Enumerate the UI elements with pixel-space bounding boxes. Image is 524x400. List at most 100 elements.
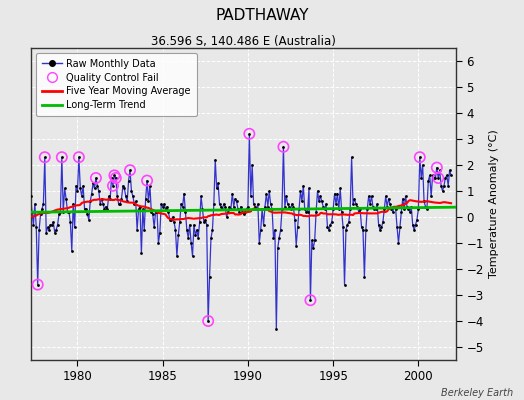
Point [353, 203, 362, 210]
Point [40, 154, 49, 160]
Text: PADTHAWAY: PADTHAWAY [215, 8, 309, 23]
Point [63, 209, 72, 215]
Point [96, 201, 104, 207]
Point [289, 203, 298, 210]
Point [222, 214, 231, 220]
Point [261, 203, 269, 210]
Point [97, 196, 106, 202]
Point [291, 216, 299, 223]
Point [154, 240, 162, 246]
Point [404, 206, 412, 212]
Point [167, 216, 176, 223]
Point [32, 224, 40, 230]
Point [276, 227, 285, 233]
Point [376, 227, 384, 233]
Point [251, 203, 259, 210]
Point [43, 224, 52, 230]
Point [140, 227, 148, 233]
Point [171, 227, 180, 233]
Point [28, 209, 36, 215]
Point [53, 222, 62, 228]
Point [163, 203, 171, 210]
Point [173, 253, 181, 259]
Point [36, 211, 45, 218]
Point [203, 222, 211, 228]
Point [234, 206, 242, 212]
Point [73, 188, 82, 194]
Point [170, 219, 178, 225]
Point [447, 172, 455, 178]
Text: Berkeley Earth: Berkeley Earth [441, 388, 514, 398]
Point [100, 206, 108, 212]
Point [168, 214, 177, 220]
Point [144, 198, 152, 205]
Point [147, 209, 156, 215]
Point [306, 297, 314, 303]
Point [214, 180, 222, 186]
Point [86, 198, 94, 205]
Point [110, 172, 118, 178]
Point [46, 222, 54, 228]
Point [387, 206, 396, 212]
Point [349, 201, 357, 207]
Point [56, 209, 64, 215]
Point [296, 188, 304, 194]
Point [164, 209, 172, 215]
Point [92, 175, 100, 181]
Point [330, 190, 339, 197]
Point [124, 178, 133, 184]
Point [180, 190, 188, 197]
Point [444, 182, 452, 189]
Point [225, 203, 234, 210]
Point [201, 216, 210, 223]
Point [109, 182, 117, 189]
Point [357, 224, 366, 230]
Point [215, 201, 224, 207]
Point [279, 144, 288, 150]
Point [299, 182, 308, 189]
Point [245, 130, 254, 137]
Point [49, 219, 58, 225]
Point [200, 219, 208, 225]
Point [255, 240, 264, 246]
Point [230, 203, 238, 210]
Point [319, 203, 328, 210]
Point [279, 144, 288, 150]
Point [227, 206, 235, 212]
Point [99, 201, 107, 207]
Point [195, 219, 204, 225]
Point [112, 175, 120, 181]
Point [132, 198, 140, 205]
Point [419, 162, 427, 168]
Point [126, 167, 134, 174]
Point [50, 229, 59, 236]
Point [217, 203, 225, 210]
Point [205, 274, 214, 280]
Point [433, 164, 441, 171]
Point [76, 185, 84, 192]
Point [420, 198, 428, 205]
Point [102, 203, 110, 210]
Point [106, 196, 114, 202]
Point [224, 209, 232, 215]
Point [109, 182, 117, 189]
Point [60, 185, 69, 192]
Point [316, 193, 324, 199]
Point [391, 206, 400, 212]
Point [239, 211, 248, 218]
Point [231, 196, 239, 202]
Point [85, 216, 93, 223]
Point [356, 206, 364, 212]
Point [393, 224, 401, 230]
Point [221, 203, 230, 210]
Point [107, 175, 116, 181]
Point [116, 201, 124, 207]
Point [309, 245, 318, 251]
Point [352, 201, 360, 207]
Point [326, 222, 334, 228]
Point [311, 237, 319, 244]
Point [235, 209, 244, 215]
Point [40, 154, 49, 160]
Point [441, 175, 450, 181]
Point [241, 209, 249, 215]
